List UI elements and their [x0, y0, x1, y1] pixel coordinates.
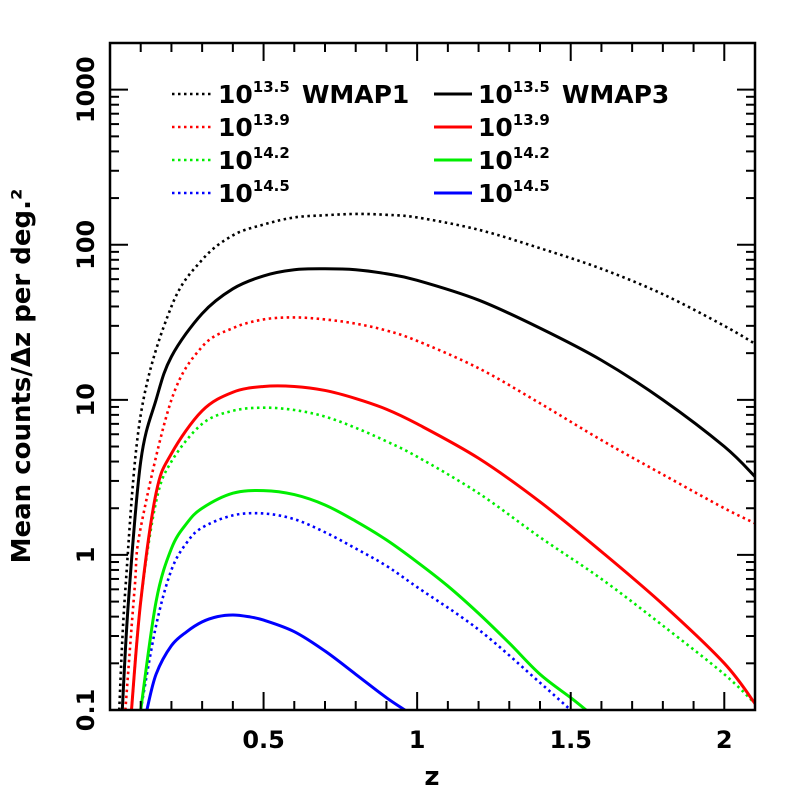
series-line-wmap1-14-2 [130, 406, 755, 710]
series-line-wmap1-13-5 [117, 212, 755, 710]
series-line-wmap3-14-2 [139, 488, 588, 710]
x-tick-label: 1.5 [549, 726, 592, 754]
ticks-layer: 0.5 1 1.5 2 0.1 1 10 100 1000 [72, 43, 755, 754]
x-tick-label: 0.5 [242, 726, 285, 754]
series-line-wmap1-14-5 [139, 511, 572, 710]
legend-label: 1014.5 [218, 177, 290, 208]
legend-label: 1013.5 WMAP3 [478, 78, 669, 109]
legend-label: 1014.5 [478, 177, 550, 208]
y-axis-label: Mean counts/Δz per deg.² [7, 189, 37, 564]
series-line-wmap3-13-5 [120, 267, 755, 710]
x-axis-label: z [424, 762, 439, 792]
series-layer [117, 212, 755, 710]
y-tick-label: 1000 [72, 56, 100, 123]
x-tick-label: 1 [409, 726, 426, 754]
y-tick-label: 0.1 [72, 689, 100, 732]
series-line-wmap3-13-9 [130, 384, 755, 710]
series-line-wmap3-14-5 [145, 613, 406, 710]
legend-label: 1014.2 [478, 144, 550, 175]
series-line-wmap1-13-9 [124, 316, 755, 710]
legend-label: 1013.9 [478, 111, 550, 142]
y-tick-label: 10 [72, 383, 100, 416]
legend-label: 1014.2 [218, 144, 290, 175]
y-tick-label: 1 [72, 547, 100, 564]
legend-label: 1013.5 WMAP1 [218, 78, 409, 109]
x-tick-label: 2 [716, 726, 733, 754]
y-tick-label: 100 [72, 220, 100, 270]
plot-frame [108, 41, 757, 712]
legend-label: 1013.9 [218, 111, 290, 142]
